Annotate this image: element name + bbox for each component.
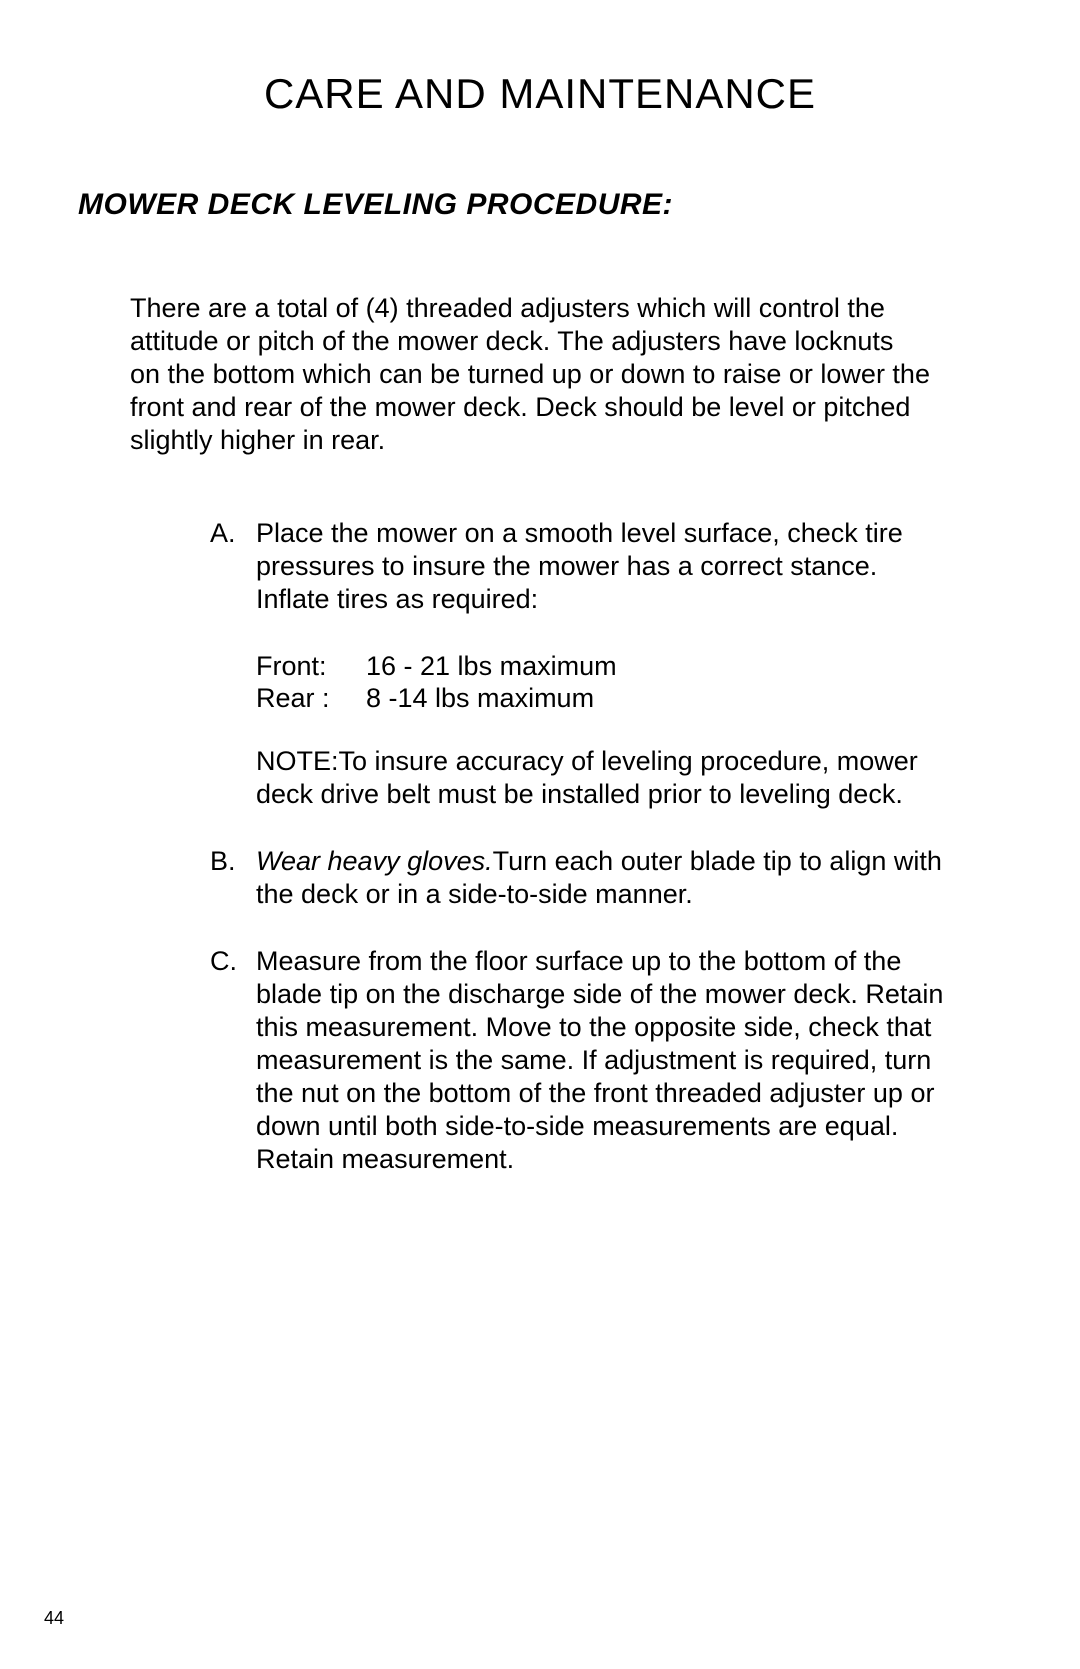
step-b-body: Wear heavy gloves.Turn each outer blade … bbox=[256, 845, 950, 911]
step-a-label: A. bbox=[210, 517, 256, 616]
step-b-lead: Wear heavy gloves. bbox=[256, 846, 493, 876]
note-label: NOTE: bbox=[256, 746, 339, 776]
step-b-label: B. bbox=[210, 845, 256, 911]
page-number: 44 bbox=[44, 1608, 64, 1629]
pressure-rear-value: 8 -14 lbs maximum bbox=[366, 682, 950, 715]
document-page: CARE AND MAINTENANCE MOWER DECK LEVELING… bbox=[0, 0, 1080, 1669]
pressure-front-label: Front: bbox=[256, 650, 366, 683]
step-c-label: C. bbox=[210, 945, 256, 1176]
note-block: NOTE:To insure accuracy of leveling proc… bbox=[256, 745, 940, 811]
pressure-front-value: 16 - 21 lbs maximum bbox=[366, 650, 950, 683]
note-text: To insure accuracy of leveling procedure… bbox=[256, 746, 918, 809]
section-heading: MOWER DECK LEVELING PROCEDURE: bbox=[78, 188, 1010, 222]
pressure-rear-label: Rear : bbox=[256, 682, 366, 715]
step-c: C. Measure from the floor surface up to … bbox=[210, 945, 950, 1176]
step-a: A. Place the mower on a smooth level sur… bbox=[210, 517, 950, 616]
page-title: CARE AND MAINTENANCE bbox=[70, 70, 1010, 118]
step-a-body: Place the mower on a smooth level surfac… bbox=[256, 517, 950, 616]
step-b: B. Wear heavy gloves.Turn each outer bla… bbox=[210, 845, 950, 911]
step-c-body: Measure from the floor surface up to the… bbox=[256, 945, 950, 1176]
pressure-rear-row: Rear : 8 -14 lbs maximum bbox=[256, 682, 950, 715]
procedure-steps: A. Place the mower on a smooth level sur… bbox=[210, 517, 950, 1176]
intro-paragraph: There are a total of (4) threaded adjust… bbox=[130, 292, 930, 457]
pressure-front-row: Front: 16 - 21 lbs maximum bbox=[256, 650, 950, 683]
tire-pressure-table: Front: 16 - 21 lbs maximum Rear : 8 -14 … bbox=[256, 650, 950, 716]
